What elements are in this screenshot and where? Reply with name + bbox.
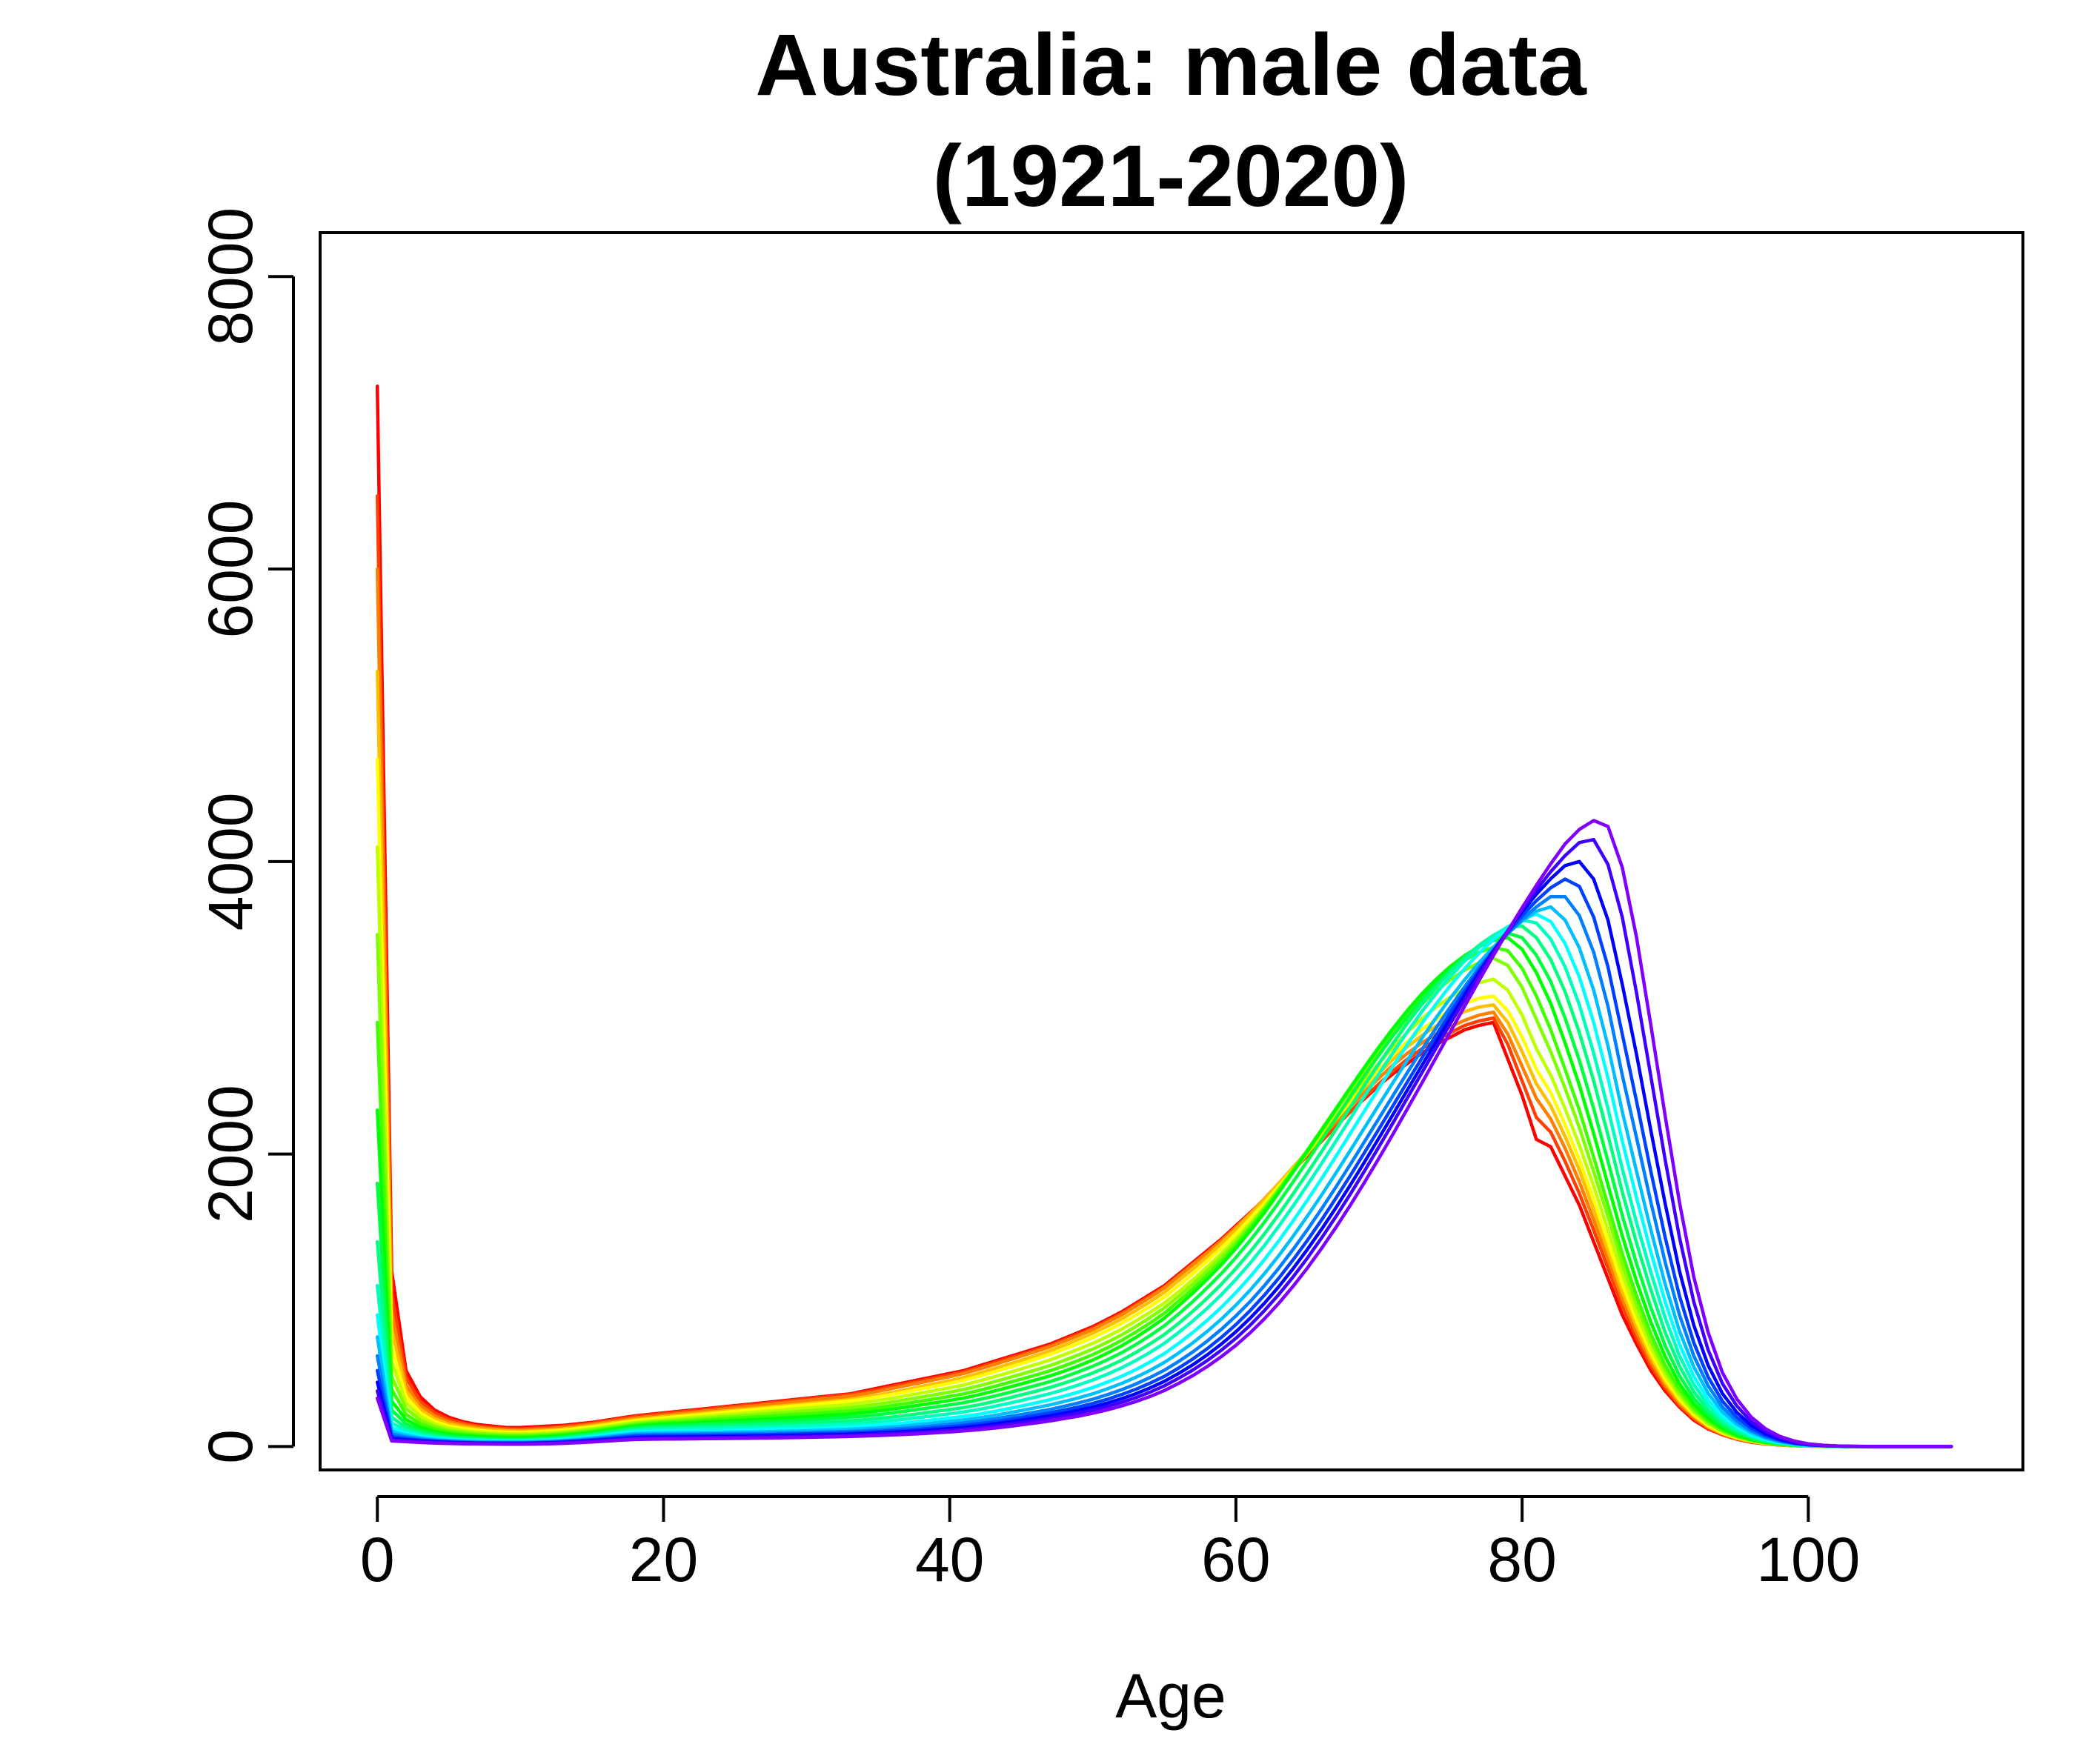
series-line-11 [375,924,1953,1448]
series-line-4 [375,669,1953,1448]
x-tick-label: 100 [1756,1525,1860,1594]
y-axis: 0 2000 4000 6000 8000 [196,207,295,1464]
series-line-19 [375,819,1953,1448]
chart-title: Australia: male data [755,16,1587,114]
x-tick-label: 60 [1201,1525,1270,1594]
x-axis: 0 20 40 60 80 100 [360,1495,1860,1594]
y-tick-label: 2000 [196,1085,265,1223]
plot-frame [319,231,2024,1471]
y-tick-label: 6000 [196,500,265,639]
y-tick-label: 4000 [196,792,265,931]
chart-subtitle: (1921-2020) [933,127,1409,225]
x-axis-label: Age [1115,1661,1226,1731]
x-tick-label: 40 [915,1525,984,1594]
x-tick-label: 80 [1487,1525,1556,1594]
x-tick-label: 20 [629,1525,698,1594]
x-tick-label: 0 [360,1525,395,1594]
series-line-17 [375,859,1953,1448]
y-tick-label: 0 [196,1429,265,1464]
series-group [375,385,1953,1448]
y-tick-label: 8000 [196,207,265,346]
